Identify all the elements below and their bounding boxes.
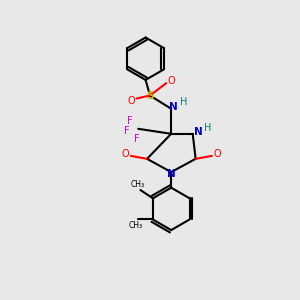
- Text: O: O: [168, 76, 175, 86]
- Text: F: F: [127, 116, 133, 126]
- Text: CH₃: CH₃: [131, 180, 145, 189]
- Text: O: O: [128, 96, 135, 106]
- Text: F: F: [124, 126, 130, 136]
- Text: F: F: [134, 134, 140, 144]
- Text: N: N: [194, 127, 202, 137]
- Text: S: S: [146, 91, 154, 100]
- Text: CH₃: CH₃: [129, 221, 143, 230]
- Text: N: N: [167, 169, 176, 178]
- Text: H: H: [204, 123, 212, 133]
- Text: O: O: [213, 149, 221, 159]
- Text: N: N: [169, 102, 178, 112]
- Text: O: O: [122, 149, 129, 159]
- Text: H: H: [180, 97, 187, 107]
